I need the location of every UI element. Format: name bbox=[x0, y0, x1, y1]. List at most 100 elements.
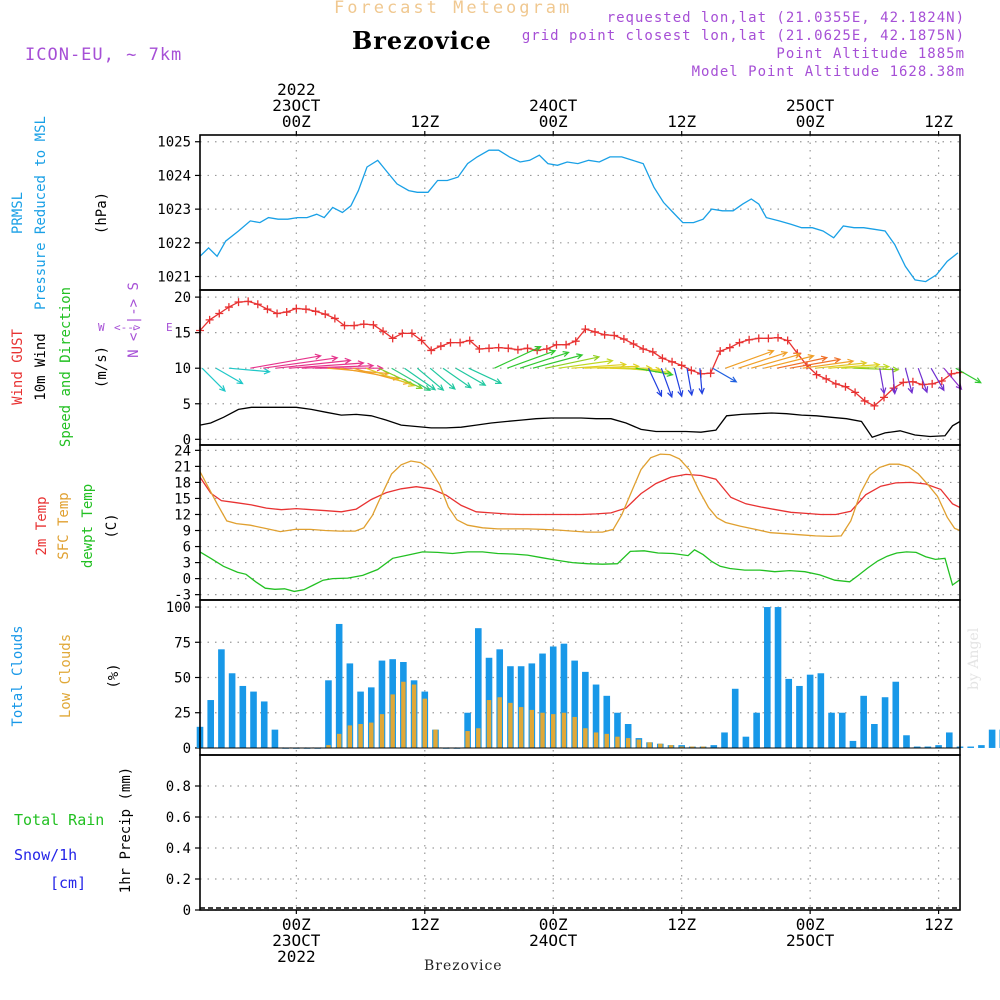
low-cloud-bar bbox=[411, 684, 417, 748]
footer-station: Brezovice bbox=[424, 958, 503, 974]
temperature-tick-label: 18 bbox=[174, 475, 191, 491]
wind-arrow bbox=[763, 354, 815, 369]
total-cloud-bar bbox=[721, 732, 728, 748]
wind-arrow bbox=[789, 357, 842, 369]
wind-arrow bbox=[841, 363, 891, 370]
wind-arrow bbox=[494, 345, 542, 369]
wind-series-line bbox=[199, 406, 961, 438]
gust-marker bbox=[369, 320, 378, 329]
total-cloud-bar bbox=[614, 712, 621, 748]
snow-label: Snow/1h bbox=[14, 846, 77, 864]
pressure-tick-label: 1025 bbox=[157, 135, 191, 151]
clouds-tick-label: 100 bbox=[166, 600, 191, 616]
wind-tick-label: 15 bbox=[174, 326, 191, 342]
pressure-tick-label: 1021 bbox=[157, 270, 191, 286]
total-cloud-bar bbox=[838, 712, 846, 748]
wind-arrow bbox=[250, 353, 322, 369]
total-cloud-bar bbox=[796, 685, 803, 748]
total-cloud-bar bbox=[239, 685, 247, 748]
gust-marker bbox=[263, 305, 272, 314]
wind-arrow bbox=[558, 358, 614, 369]
gust-marker bbox=[282, 308, 291, 317]
gust-marker bbox=[542, 345, 551, 354]
low-cloud-bar bbox=[401, 681, 406, 748]
gust-marker bbox=[918, 380, 927, 389]
top-time-label: 12Z bbox=[924, 112, 953, 131]
bottom-time-label: 24OCT bbox=[529, 931, 578, 950]
gust-marker bbox=[562, 340, 571, 349]
gust-marker bbox=[639, 345, 648, 354]
low-cloud-bar bbox=[668, 745, 674, 748]
wind-tick-label: 5 bbox=[183, 397, 191, 413]
temperature-tick-label: 9 bbox=[183, 524, 191, 540]
gust-marker bbox=[687, 366, 696, 375]
total-cloud-bar bbox=[774, 607, 782, 748]
gust-marker bbox=[851, 388, 860, 397]
total-cloud-bar bbox=[528, 663, 536, 748]
gust-marker bbox=[398, 329, 407, 338]
low-cloud-bar bbox=[625, 738, 631, 748]
wind-arrow bbox=[776, 355, 829, 369]
wind-arrow bbox=[917, 368, 929, 394]
wind-arrow bbox=[468, 367, 503, 384]
total-cloud-bar bbox=[539, 653, 546, 748]
bottom-time-label: 12Z bbox=[410, 915, 439, 934]
gust-marker bbox=[706, 369, 715, 378]
model-altitude: Model Point Altitude 1628.38m bbox=[691, 64, 965, 80]
sfc-temp-label: SFC Temp bbox=[56, 492, 72, 559]
gust-marker bbox=[677, 361, 686, 370]
total-cloud-bar bbox=[335, 623, 343, 748]
low-cloud-bar bbox=[433, 729, 438, 748]
bottom-time-label: 12Z bbox=[667, 915, 696, 934]
wind-arrow bbox=[943, 367, 963, 391]
gust-marker bbox=[244, 297, 253, 306]
pressure-tick-label: 1023 bbox=[157, 202, 191, 218]
gust-marker bbox=[870, 401, 879, 410]
low-cloud-bar bbox=[358, 724, 363, 748]
gust-marker bbox=[205, 315, 214, 324]
total-cloud-bar bbox=[871, 724, 878, 748]
top-time-label: 00Z bbox=[796, 112, 825, 131]
gust-marker bbox=[812, 370, 821, 379]
gust-marker bbox=[475, 345, 484, 354]
clouds-tick-label: 75 bbox=[174, 635, 191, 651]
wind-arrow bbox=[301, 362, 375, 370]
wind-direction-label: Speed and Direction bbox=[58, 287, 74, 447]
compass-w: W bbox=[98, 321, 105, 334]
bottom-time-label: 25OCT bbox=[786, 931, 835, 950]
temperature-series-line bbox=[199, 453, 961, 538]
gust-marker bbox=[311, 307, 320, 316]
gust-marker bbox=[273, 309, 282, 318]
compass-e: E bbox=[166, 321, 173, 334]
low-cloud-bar bbox=[518, 707, 524, 748]
wind-arrow bbox=[288, 360, 365, 369]
temperature-tick-label: 6 bbox=[183, 540, 191, 556]
total-cloud-bar bbox=[849, 740, 857, 748]
gust-marker bbox=[880, 393, 888, 402]
low-cloud-bar bbox=[551, 714, 556, 748]
pressure-label: Pressure Reduced to MSL bbox=[33, 116, 49, 310]
wind-arrow bbox=[519, 351, 570, 369]
wind-arrow bbox=[904, 368, 914, 395]
low-cloud-bar bbox=[336, 733, 342, 748]
gust-marker bbox=[340, 321, 349, 330]
temperature-tick-label: 0 bbox=[183, 572, 191, 588]
total-cloud-bar bbox=[464, 712, 471, 748]
wind-arrow bbox=[455, 367, 487, 386]
gust-marker bbox=[513, 345, 522, 354]
low-cloud-bar bbox=[593, 732, 599, 748]
compass-we-arrow: <--> bbox=[114, 321, 141, 334]
total-cloud-label: Total Clouds bbox=[10, 625, 26, 726]
gust-marker bbox=[860, 396, 869, 405]
wind-tick-label: 0 bbox=[183, 432, 191, 448]
total-cloud-bar bbox=[260, 701, 268, 748]
bottom-time-label: 12Z bbox=[924, 915, 953, 934]
low-cloud-bar bbox=[679, 746, 684, 748]
gust-marker bbox=[648, 347, 657, 356]
gust-marker bbox=[321, 310, 330, 319]
pressure-unit: (hPa) bbox=[94, 192, 110, 234]
wind-arrow bbox=[673, 368, 684, 398]
gust-marker bbox=[552, 340, 561, 349]
